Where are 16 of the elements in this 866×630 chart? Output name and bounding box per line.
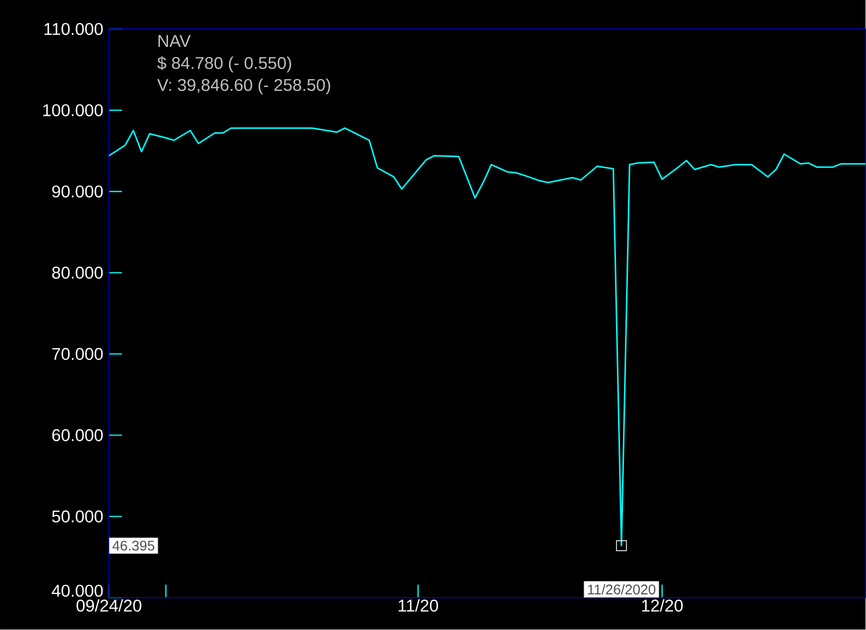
y-tick-label: 50.000 — [52, 510, 103, 523]
chart-title: NAV — [158, 35, 191, 48]
annotation: V: 39,846.60 (- 258.50) — [157, 78, 330, 95]
y-tick-label: 90.000 — [52, 186, 103, 198]
y-tick-label: 110.000 — [44, 23, 103, 36]
annotation: 11/26/2020 — [588, 584, 656, 595]
y-tick-label: 60.000 — [52, 429, 103, 442]
y-tick-label: 40.000 — [52, 584, 103, 597]
y-tick-label: 100.000 — [43, 104, 103, 116]
y-tick-label: 70.000 — [52, 348, 103, 360]
annotation: $ 84.780 (- 0.550) — [157, 56, 292, 73]
y-tick-label: 80.000 — [52, 266, 103, 279]
annotation: 46.395 — [112, 540, 154, 551]
x-tick-label: 09/24/20 — [76, 599, 142, 612]
x-tick-label: 12/20 — [642, 599, 683, 612]
x-tick-label: 11/20 — [398, 599, 438, 612]
